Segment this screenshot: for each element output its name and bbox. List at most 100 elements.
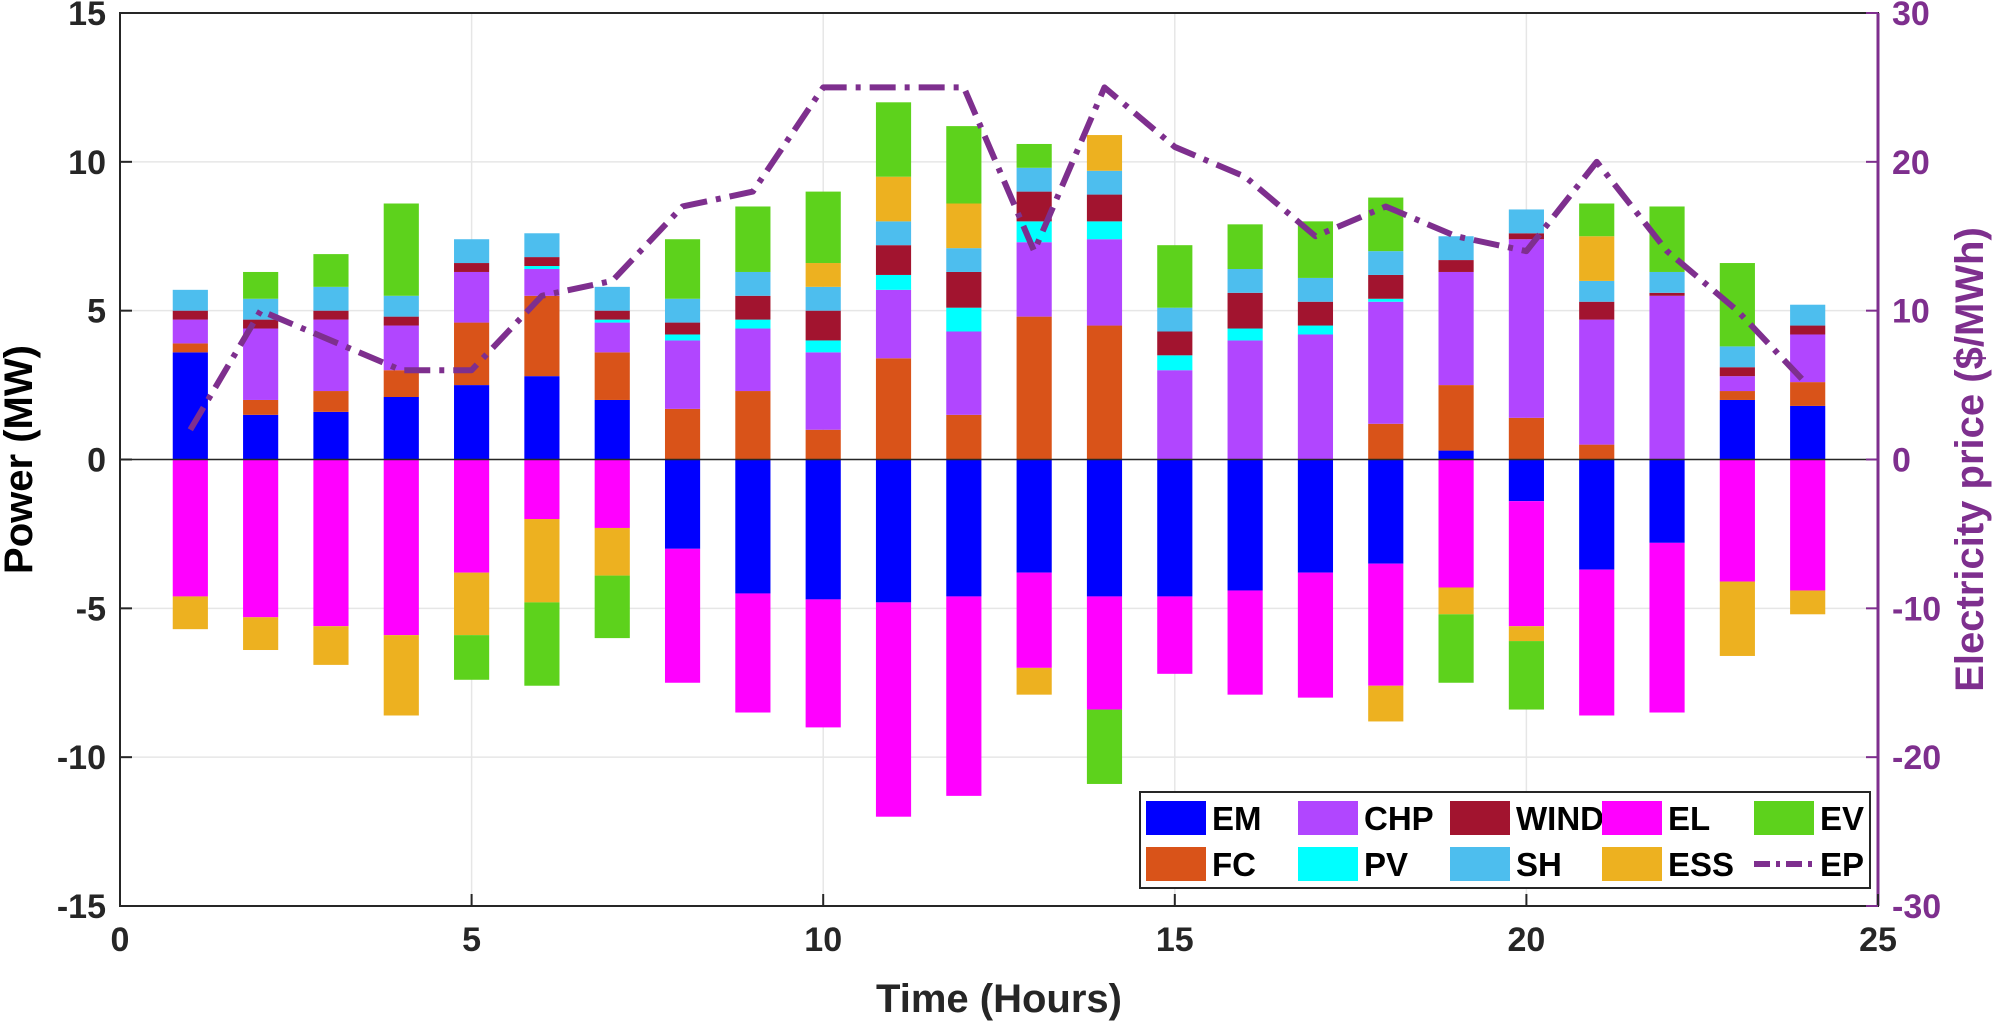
bar-ev-14 — [1086, 709, 1123, 784]
bar-el-15 — [1157, 596, 1193, 674]
bar-wind-12 — [946, 271, 982, 308]
bar-ev-3 — [313, 254, 349, 287]
bar-sh-3 — [313, 286, 349, 311]
bar-ess-14 — [1086, 135, 1123, 171]
bar-ess-21 — [1579, 236, 1615, 281]
bar-sh-1 — [172, 289, 208, 311]
bar-chp-4 — [383, 325, 419, 371]
bar-pv-14 — [1086, 221, 1123, 240]
y2-tick-label: 0 — [1892, 442, 1911, 480]
bar-wind-15 — [1157, 331, 1193, 356]
bar-sh-21 — [1579, 280, 1615, 302]
bar-em-11 — [875, 459, 912, 603]
bar-sh-16 — [1227, 268, 1263, 293]
bar-ess-1 — [172, 596, 208, 630]
legend-swatch-sh — [1450, 847, 1510, 881]
y2-axis-label: Electricity price ($/MWh) — [1948, 227, 1992, 692]
bar-ev-10 — [805, 191, 841, 264]
bar-pv-11 — [875, 274, 912, 290]
bar-pv-12 — [946, 307, 982, 332]
bar-ess-4 — [383, 635, 419, 716]
x-tick-label: 20 — [1507, 921, 1545, 959]
bar-el-6 — [524, 459, 560, 520]
bar-chp-19 — [1438, 271, 1474, 386]
x-tick-label: 15 — [1156, 921, 1194, 959]
legend-label-ev: EV — [1820, 800, 1864, 837]
bar-chp-17 — [1297, 334, 1334, 460]
bar-ess-3 — [313, 626, 349, 665]
y-tick-label: -5 — [76, 590, 106, 628]
legend: EM CHP WIND EL EV FC PV SH ESS EP — [1139, 791, 1871, 889]
bar-em-19 — [1438, 450, 1474, 460]
bar-sh-7 — [594, 286, 630, 311]
bar-el-5 — [454, 459, 490, 573]
bar-el-13 — [1016, 572, 1052, 668]
bar-wind-5 — [454, 263, 490, 272]
y-tick-label: 0 — [87, 442, 106, 480]
bar-sh-5 — [454, 239, 490, 264]
x-tick-label: 25 — [1859, 921, 1897, 959]
bar-el-19 — [1438, 459, 1474, 588]
bar-wind-16 — [1227, 292, 1263, 329]
legend-label-sh: SH — [1516, 846, 1562, 883]
bar-wind-19 — [1438, 260, 1474, 272]
bar-ess-5 — [454, 572, 490, 636]
bar-fc-21 — [1579, 444, 1615, 460]
bar-em-10 — [805, 459, 841, 600]
y2-tick-label: -20 — [1892, 739, 1941, 777]
bar-wind-17 — [1297, 301, 1334, 326]
legend-label-ep: EP — [1820, 846, 1864, 883]
bar-el-21 — [1579, 569, 1615, 716]
bar-chp-22 — [1649, 295, 1685, 460]
bar-pv-7 — [594, 319, 630, 323]
bar-el-11 — [875, 602, 912, 817]
bar-ess-7 — [594, 527, 630, 576]
bar-chp-5 — [454, 271, 490, 323]
y-tick-label: 10 — [68, 144, 106, 182]
bar-em-2 — [243, 414, 279, 460]
bar-em-8 — [664, 459, 701, 549]
legend-label-pv: PV — [1364, 846, 1408, 883]
bar-sh-9 — [735, 271, 771, 296]
bar-ev-20 — [1508, 641, 1544, 710]
bar-sh-22 — [1649, 271, 1685, 293]
bar-fc-23 — [1719, 391, 1755, 400]
y2-tick-label: 20 — [1892, 144, 1930, 182]
bar-wind-14 — [1086, 194, 1123, 222]
bar-fc-4 — [383, 370, 419, 397]
bar-ess-6 — [524, 519, 560, 603]
bar-fc-10 — [805, 429, 841, 460]
bar-ev-9 — [735, 206, 771, 272]
bar-em-1 — [172, 352, 208, 460]
ep-series-line — [187, 84, 1810, 432]
bar-el-24 — [1790, 459, 1826, 591]
legend-label-el: EL — [1668, 800, 1710, 837]
bar-fc-2 — [243, 399, 279, 415]
legend-swatch-chp — [1298, 801, 1358, 835]
bar-chp-12 — [946, 331, 982, 415]
bar-el-18 — [1368, 563, 1404, 686]
bar-sh-14 — [1086, 170, 1123, 195]
bar-ev-2 — [243, 271, 279, 299]
bars — [172, 102, 1826, 817]
legend-swatch-wind — [1450, 801, 1510, 835]
bar-fc-11 — [875, 358, 912, 460]
bar-el-1 — [172, 459, 208, 597]
bar-el-22 — [1649, 542, 1685, 713]
legend-label-fc: FC — [1212, 846, 1256, 883]
bar-wind-22 — [1649, 292, 1685, 296]
bar-chp-3 — [313, 319, 349, 392]
bar-ev-7 — [594, 575, 630, 639]
bar-chp-8 — [664, 340, 701, 409]
bar-el-12 — [946, 596, 982, 796]
bar-el-3 — [313, 459, 349, 627]
y2-tick-label: -10 — [1892, 590, 1941, 628]
bar-em-13 — [1016, 459, 1052, 573]
bar-fc-18 — [1368, 423, 1404, 460]
bar-fc-3 — [313, 391, 349, 412]
bar-em-7 — [594, 399, 630, 460]
legend-label-chp: CHP — [1364, 800, 1434, 837]
bar-ess-2 — [243, 617, 279, 651]
bar-ev-12 — [946, 126, 982, 204]
